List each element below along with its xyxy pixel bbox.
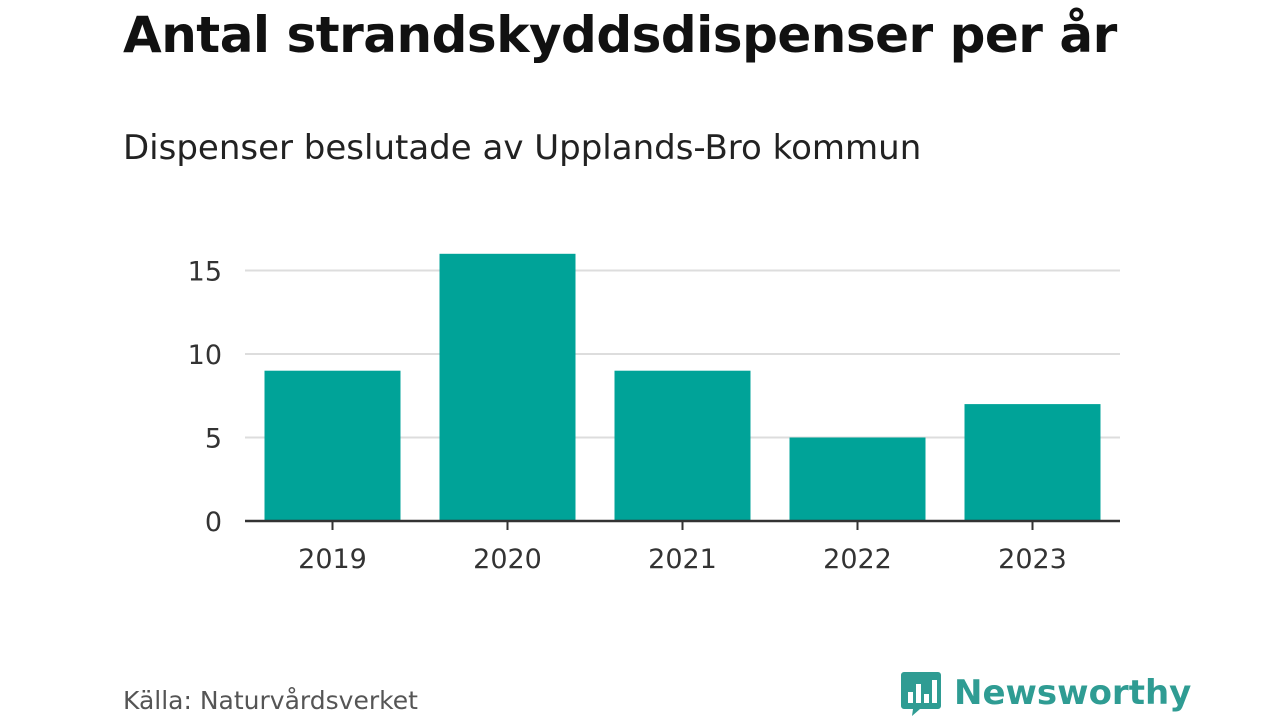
brand-name: Newsworthy (954, 673, 1192, 713)
bar-2023 (964, 404, 1101, 521)
source-note: Källa: Naturvårdsverket (123, 686, 418, 715)
bar-chart-speech-bubble-icon (901, 672, 941, 716)
bar-2022 (789, 437, 926, 521)
y-tick-label: 0 (205, 507, 222, 538)
x-tick-label: 2019 (298, 544, 367, 575)
y-tick-label: 10 (188, 340, 222, 371)
bar-2019 (264, 370, 401, 521)
bar-2021 (614, 370, 751, 521)
x-tick-label: 2020 (473, 544, 542, 575)
y-tick-label: 15 (188, 257, 222, 288)
x-tick-label: 2022 (823, 544, 892, 575)
brand-logo: Newsworthy (900, 670, 1191, 716)
x-tick-label: 2021 (648, 544, 717, 575)
chart-subtitle: Dispenser beslutade av Upplands-Bro komm… (123, 128, 922, 168)
bar-2020 (439, 253, 576, 522)
y-tick-label: 5 (205, 424, 222, 455)
chart-title: Antal strandskyddsdispenser per år (123, 6, 1117, 64)
x-tick-label: 2023 (998, 544, 1067, 575)
